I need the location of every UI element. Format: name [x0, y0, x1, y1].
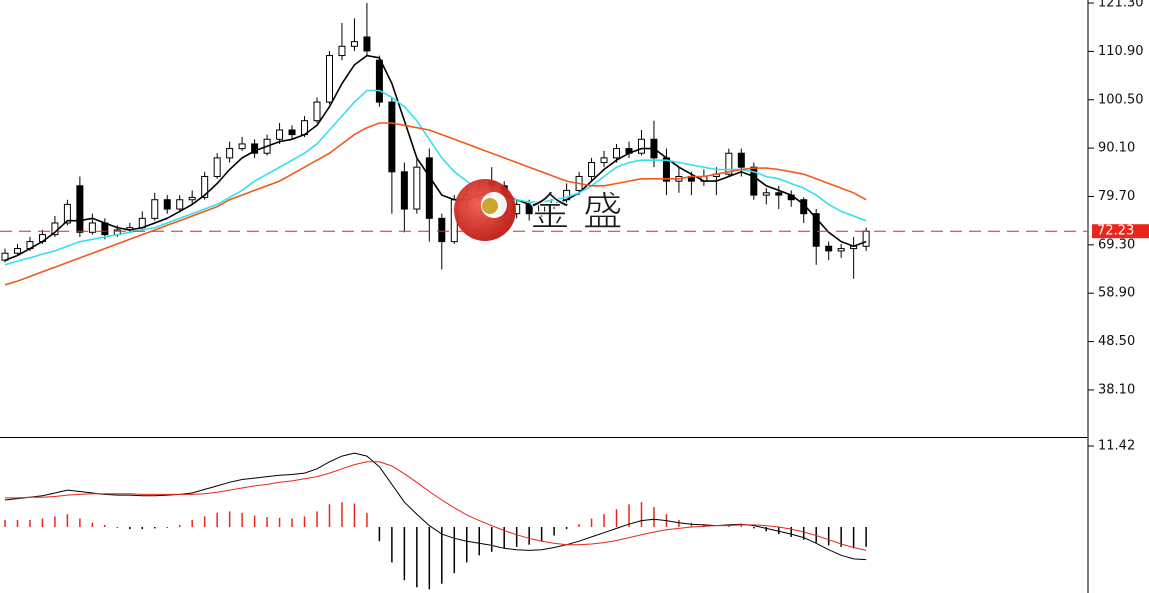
candle-body — [600, 157, 608, 164]
candle-body — [375, 59, 383, 103]
candle-body — [188, 196, 196, 201]
candle-body — [862, 230, 870, 247]
candle-body — [201, 175, 209, 198]
candle-body — [226, 148, 234, 159]
candle-body — [213, 157, 221, 177]
candle-body — [313, 101, 321, 122]
candle-body — [425, 157, 433, 219]
candle-body — [251, 143, 259, 154]
candle-body — [76, 185, 84, 233]
candle-body — [637, 138, 645, 154]
price-label: 72.23 — [1097, 224, 1134, 239]
candle-body — [825, 245, 833, 252]
y-tick-label: 69.30 — [1098, 237, 1135, 252]
candle-body — [438, 217, 446, 243]
y-tick-label: 90.10 — [1098, 141, 1135, 156]
candle-body — [350, 41, 358, 47]
candle-body — [837, 248, 845, 252]
candle-body — [775, 192, 783, 196]
y-tick-label: 48.50 — [1098, 334, 1135, 349]
dea-line — [5, 461, 867, 551]
watermark: 金 盛 — [530, 189, 623, 235]
candle-body — [63, 203, 71, 224]
y-tick-label: 100.50 — [1098, 92, 1144, 107]
candle-body — [400, 171, 408, 210]
candle-body — [363, 36, 371, 52]
candle-body — [762, 192, 770, 196]
ma-line — [4, 54, 867, 261]
candle-body — [176, 199, 184, 210]
candle-body — [750, 166, 758, 196]
logo — [454, 179, 516, 241]
candle-body — [338, 45, 346, 57]
y-tick-label: 58.90 — [1098, 286, 1135, 301]
candle-body — [613, 148, 621, 159]
ma-line — [4, 89, 867, 266]
candle-body — [325, 55, 333, 103]
candle-body — [101, 222, 109, 236]
candle-body — [288, 129, 296, 136]
candle-body — [737, 152, 745, 168]
candle-body — [725, 152, 733, 175]
candle-body — [238, 143, 246, 150]
ma-line — [4, 122, 867, 286]
candle-body — [413, 166, 421, 210]
candle-body — [812, 213, 820, 247]
candle-body — [163, 199, 171, 210]
y-tick-label: 79.70 — [1098, 189, 1135, 204]
candle-body — [88, 222, 96, 233]
y-tick-label: 38.10 — [1098, 382, 1135, 397]
candle-body — [276, 129, 284, 140]
candle-body — [151, 199, 159, 219]
candle-body — [588, 162, 596, 177]
y-tick-label: 11.42 — [1098, 439, 1135, 454]
y-tick-label: 121.30 — [1098, 0, 1144, 11]
candle-body — [13, 248, 21, 254]
dif-line — [4, 452, 867, 561]
price-label-box — [1092, 224, 1149, 239]
candle-body — [388, 101, 396, 173]
y-tick-label: 110.90 — [1098, 44, 1144, 59]
